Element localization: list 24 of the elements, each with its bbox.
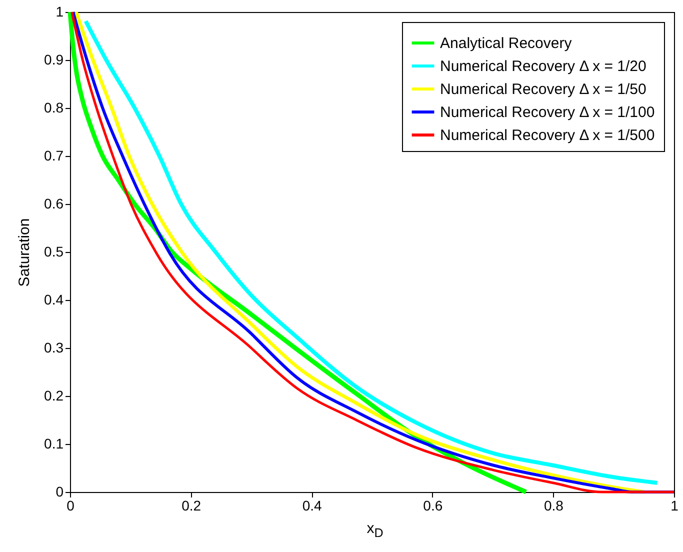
x-axis-title: x$_{D}$ <box>366 520 384 540</box>
y-tick-label: 0.9 <box>44 52 64 68</box>
y-tick-label: 0.6 <box>44 196 64 212</box>
y-tick-label: 0.4 <box>44 292 64 308</box>
y-tick-label: 0.2 <box>44 388 64 404</box>
y-tick-label: 0.1 <box>44 436 64 452</box>
x-tick-label: 0.4 <box>302 498 322 514</box>
y-tick-label: 0.3 <box>44 340 64 356</box>
x-tick-label: 0.2 <box>182 498 202 514</box>
y-axis-title: Saturation <box>16 218 34 287</box>
y-tick-label: 0.8 <box>44 100 64 116</box>
x-tick-label: 1 <box>670 498 679 514</box>
y-tick-label: 0.5 <box>44 244 64 260</box>
y-tick-label: 0.7 <box>44 148 64 164</box>
legend-label: Numerical Recovery Δ x = 1/500 <box>440 127 655 144</box>
legend-label: Numerical Recovery Δ x = 1/100 <box>440 104 655 121</box>
y-tick-label: 1 <box>56 4 64 20</box>
x-tick-label: 0 <box>66 498 75 514</box>
y-tick-label: 0 <box>56 484 64 500</box>
x-tick-label: 0.6 <box>423 498 443 514</box>
x-tick-label: 0.8 <box>544 498 564 514</box>
legend-label: Numerical Recovery Δ x = 1/20 <box>440 58 646 75</box>
legend-label: Numerical Recovery Δ x = 1/50 <box>440 81 646 98</box>
legend-label: Analytical Recovery <box>440 35 572 52</box>
